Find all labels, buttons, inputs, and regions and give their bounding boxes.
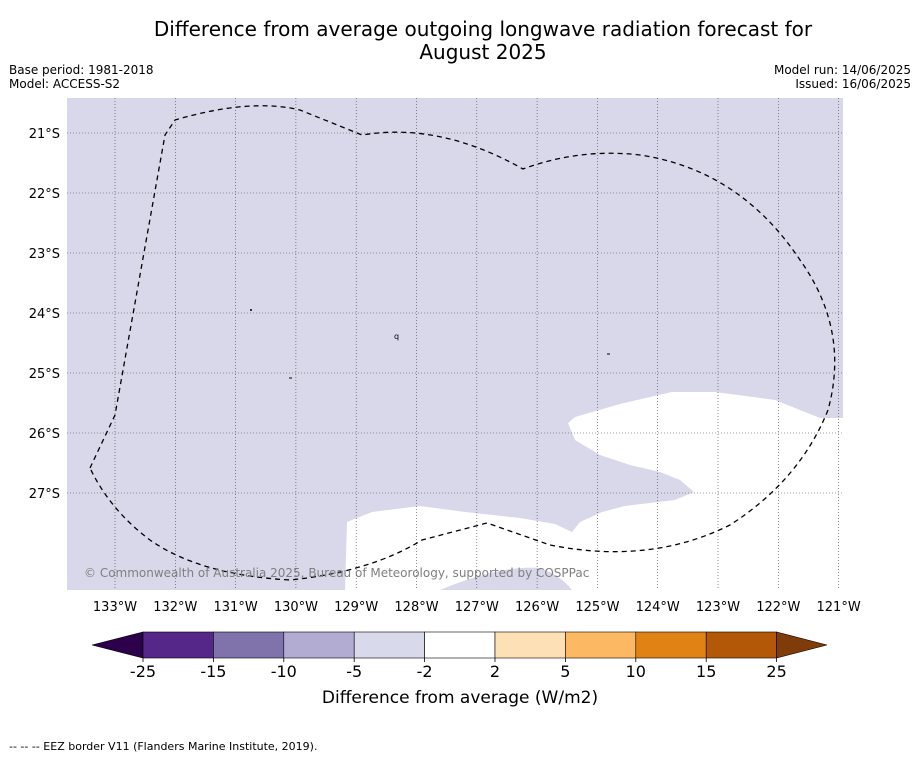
colorbar-swatch [635,631,707,659]
colorbar-swatch [424,631,496,659]
neutral-region-hole [440,567,572,590]
colorbar-tick-label: 10 [626,662,646,681]
map-title: Difference from average outgoing longwav… [0,18,919,64]
colorbar-swatch [353,631,425,659]
colorbar-tick-label: 25 [766,662,786,681]
lon-label: 125°W [575,600,619,615]
lon-label: 122°W [756,600,800,615]
meta-left: Base period: 1981-2018 Model: ACCESS-S2 [9,63,154,91]
lon-label: 132°W [153,600,197,615]
colorbar-extend-max [776,631,828,659]
model-run-text: Model run: 14/06/2025 [773,63,911,77]
lat-label: 27°S [29,487,60,502]
colorbar-swatch [283,631,355,659]
lon-label: 128°W [394,600,438,615]
colorbar-tick-label: -2 [417,662,433,681]
lon-label: 131°W [214,600,258,615]
map-title-line1: Difference from average outgoing longwav… [153,17,813,41]
lat-label: 23°S [29,247,60,262]
lon-label: 127°W [455,600,499,615]
colorbar-extend-min [91,631,144,659]
issued-text: Issued: 16/06/2025 [795,77,911,91]
lon-label: 123°W [696,600,740,615]
lon-label: 124°W [636,600,680,615]
island-mark [250,309,252,311]
colorbar-tick-label: 15 [696,662,716,681]
colorbar-swatch [494,631,566,659]
lat-label: 21°S [29,127,60,142]
graticule: 133°W 132°W 131°W 130°W 129°W 128°W 127°W 126°W… [29,98,861,615]
lat-label: 22°S [29,187,60,202]
copyright-text: © Commonwealth of Australia 2025, Bureau… [84,566,589,580]
colorbar-swatch [213,631,285,659]
colorbar-swatch [142,631,214,659]
colorbar-swatch [705,631,777,659]
colorbar-label: Difference from average (W/m2) [322,688,598,708]
neutral-region [345,392,843,590]
lat-label: 25°S [29,367,60,382]
meta-right: Model run: 14/06/2025 Issued: 16/06/2025 [774,63,911,91]
eez-legend-note: -- -- -- EEZ border V11 (Flanders Marine… [9,740,318,753]
model-text: Model: ACCESS-S2 [9,77,121,91]
colorbar: -25 -15 -10 -5 -2 2 5 10 15 25 [91,631,828,681]
map-title-line2: August 2025 [419,40,547,64]
lon-label: 129°W [334,600,378,615]
lon-label: 126°W [515,600,559,615]
base-period-text: Base period: 1981-2018 [9,63,154,77]
lat-label: 24°S [29,307,60,322]
island-mark-q: q [394,332,399,341]
colorbar-tick-label: 5 [560,662,570,681]
colorbar-tick-label: 2 [490,662,500,681]
lat-label: 26°S [29,427,60,442]
lon-label: 121°W [817,600,861,615]
lon-label: 130°W [274,600,318,615]
colorbar-tick-label: -10 [271,662,297,681]
colorbar-swatch [565,631,637,659]
colorbar-tick-label: -25 [130,662,156,681]
colorbar-tick-label: -5 [346,662,362,681]
lon-label: 133°W [93,600,137,615]
colorbar-tick-label: -15 [200,662,226,681]
